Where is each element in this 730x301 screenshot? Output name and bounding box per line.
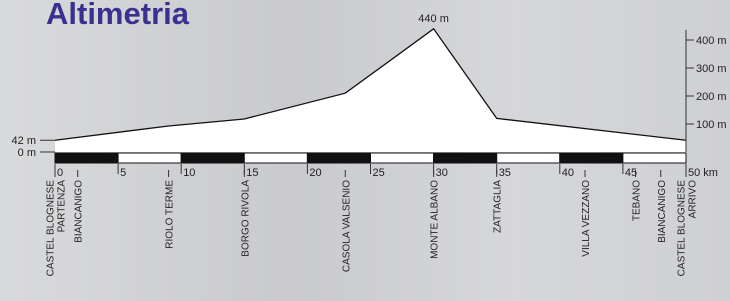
town-label: CASTEL BLOGNESE [46,180,57,277]
town-label: BIANCANIGO [74,180,85,243]
y2-tick-label: 400 m [696,35,727,47]
town-label: MONTE ALBANO [430,180,441,259]
x-tick-label: 25 [373,167,385,179]
town-label: RIOLO TERME [165,180,176,249]
town-label: CASOLA VALSENIO [341,180,352,272]
km-segment [307,153,370,163]
km-segment [371,153,434,163]
x-tick-label: 20 [309,167,321,179]
town-label: BIANCANIGO [657,180,668,243]
x-tick-label: 15 [246,167,258,179]
area [55,29,686,152]
km-segment [623,153,686,163]
x-tick-label: 30 [436,167,448,179]
km-segment [181,153,244,163]
y2-tick-label: 100 m [696,119,727,131]
y-tick-label: 0 m [18,147,36,159]
km-segment [434,153,497,163]
x-tick-label: 35 [499,167,511,179]
x-tick-label: 50 km [688,167,718,179]
annotation: 42 m [12,135,36,147]
town-label: VILLA VEZZANO [581,180,592,257]
y2-tick-label: 300 m [696,63,727,75]
town-label: BORGO RIVOLA [240,180,251,257]
town-label: TEBANO [632,180,643,221]
km-segment [244,153,307,163]
town-label: ZATTAGLIA [493,180,504,233]
x-tick-label: 40 [562,167,574,179]
km-segment [497,153,560,163]
chart-title: Altimetria [46,0,190,31]
x-tick-label: 0 [57,167,63,179]
annotation: 440 m [418,13,449,25]
km-segment [118,153,181,163]
y2-tick-label: 200 m [696,91,727,103]
chart: Altimetria 05101520253035404550 km0 m100… [0,0,730,301]
town-label: PARTENZA [57,180,68,233]
km-segment [560,153,623,163]
town-label: CASTEL BLOGNESE [677,180,688,277]
x-tick-label: 10 [183,167,195,179]
km-segment [55,153,118,163]
town-label: ARRIVO [688,180,699,219]
x-tick-label: 5 [120,167,126,179]
